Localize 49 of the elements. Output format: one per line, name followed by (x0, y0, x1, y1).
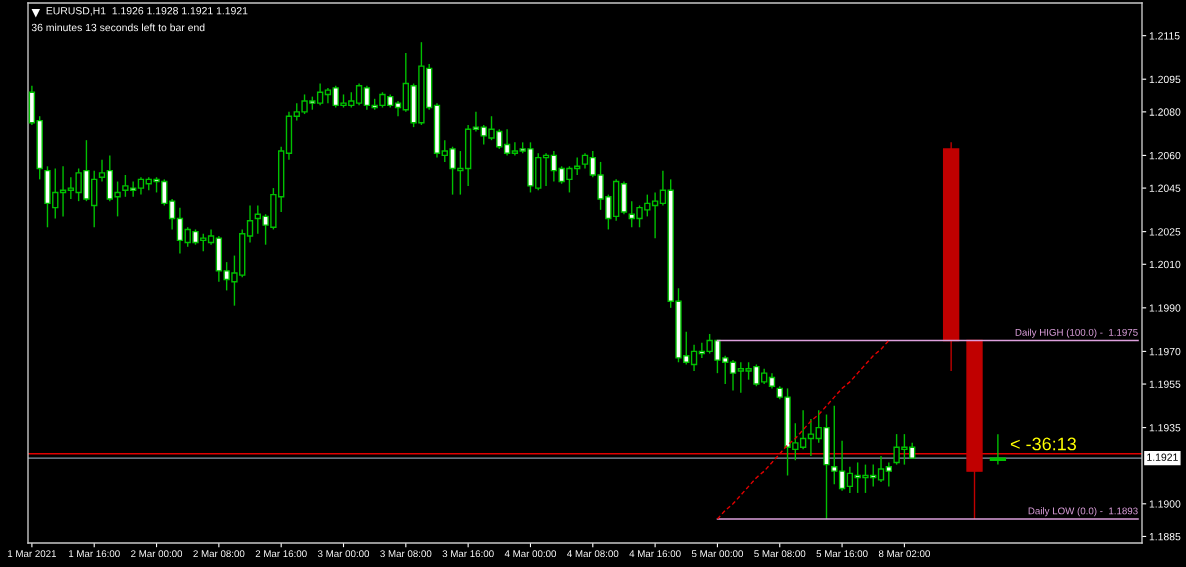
candlestick (729, 359, 737, 392)
y-tick-label: 1.1900 (1149, 500, 1181, 508)
x-tick-label: 5 Mar 08:00 (754, 550, 806, 558)
y-tick-label: 1.2010 (1149, 260, 1181, 269)
y-tick-label: 1.2045 (1149, 184, 1181, 192)
x-tick-label: 4 Mar 16:00 (629, 550, 681, 558)
y-tick-label: 1.2025 (1149, 228, 1181, 236)
candlestick (472, 111, 480, 133)
x-tick-label: 1 Mar 2021 (8, 550, 57, 558)
y-tick-label: 1.2080 (1149, 108, 1181, 116)
candlestick (246, 204, 254, 244)
x-tick-label: 4 Mar 08:00 (567, 550, 619, 558)
candlestick (877, 455, 885, 483)
candlestick (659, 169, 667, 207)
y-tick-label: 1.2060 (1149, 151, 1181, 160)
x-tick-label: 1 Mar 16:00 (69, 550, 120, 558)
annotation: < -36:13 (1010, 437, 1076, 451)
candlestick (807, 418, 815, 457)
y-tick-label: 1.2115 (1149, 32, 1180, 40)
candlestick (690, 344, 698, 372)
x-tick-label: 5 Mar 00:00 (691, 550, 743, 558)
y-tick-label: 1.2095 (1149, 75, 1181, 84)
series-label: Daily LOW (0.0) - 1.1893 (1028, 507, 1138, 517)
x-tick-label: 3 Mar 00:00 (317, 550, 370, 558)
x-tick-label: 2 Mar 16:00 (255, 550, 307, 558)
y-tick-label: 1.1970 (1149, 347, 1181, 356)
chart-title: EURUSD,H1 1.1926 1.1928 1.1921 1.1921 (46, 7, 248, 16)
y-tick-label: 1.1885 (1149, 532, 1181, 541)
text: 36 minutes 13 seconds left to bar end (31, 23, 205, 32)
x-tick-label: 5 Mar 16:00 (816, 550, 868, 558)
ref-line-label: 1.1921 (1147, 453, 1178, 461)
y-tick-label: 1.1955 (1149, 380, 1181, 388)
candlestick (989, 433, 1007, 466)
candlestick (176, 206, 184, 255)
x-tick-label: 4 Mar 00:00 (504, 550, 557, 558)
candlestick (503, 128, 511, 157)
x-tick-label: 3 Mar 16:00 (442, 550, 494, 558)
x-tick-label: 8 Mar 02:00 (878, 550, 930, 558)
y-tick-label: 1.1935 (1149, 424, 1181, 432)
candlestick (838, 439, 846, 492)
candlestick (355, 82, 363, 107)
x-tick-label: 3 Mar 08:00 (380, 550, 432, 558)
x-tick-label: 2 Mar 00:00 (131, 550, 183, 558)
series-label: Daily HIGH (100.0) - 1.1975 (1015, 328, 1138, 338)
candlestick (831, 405, 838, 485)
y-tick-label: 1.1990 (1149, 304, 1181, 312)
x-tick-label: 2 Mar 08:00 (193, 550, 245, 558)
candlestick (98, 159, 106, 183)
candlestick (885, 461, 893, 488)
